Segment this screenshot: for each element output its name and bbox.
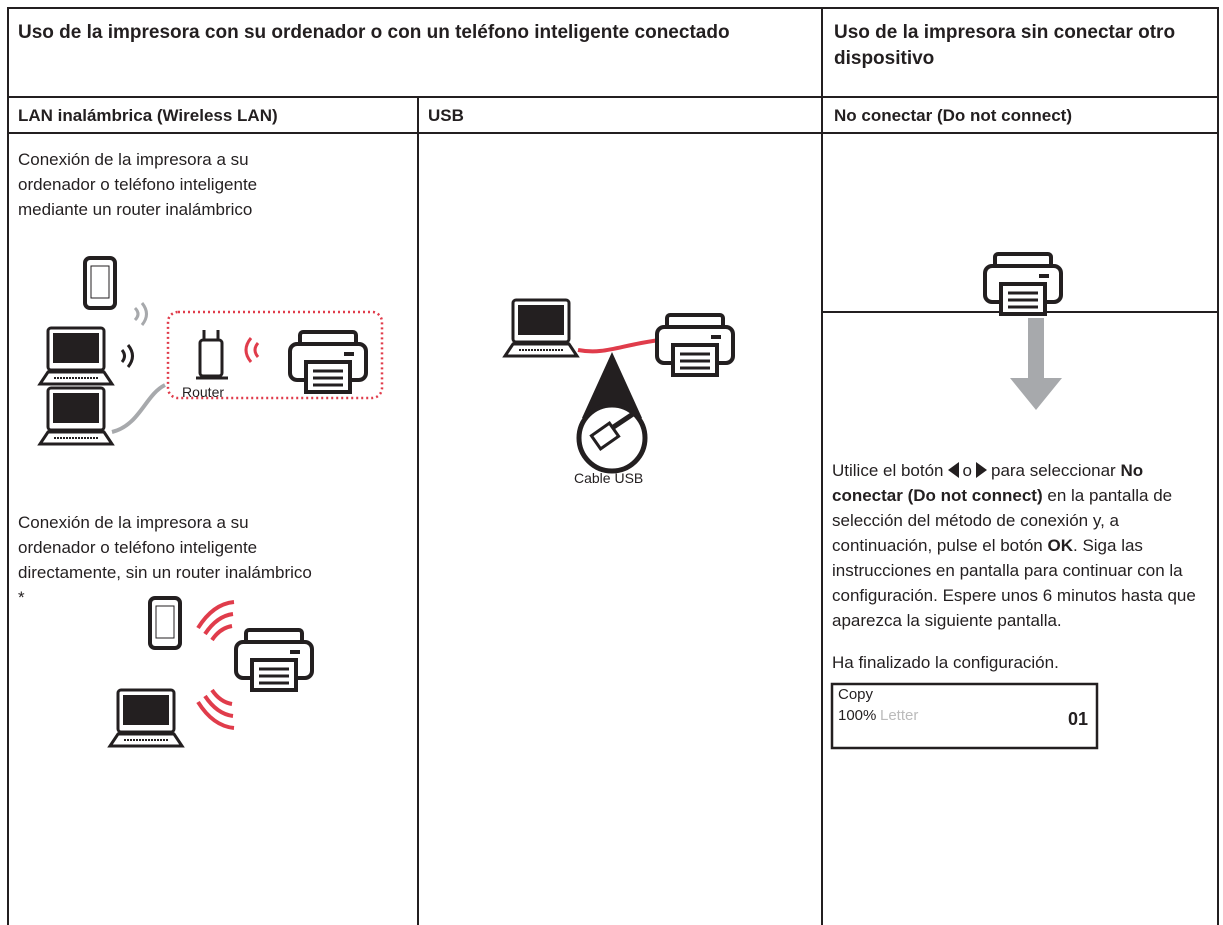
down-arrow — [1010, 318, 1062, 410]
header-standalone: Uso de la impresora sin conectar otro di… — [834, 22, 1176, 69]
usb-diagram — [503, 298, 735, 474]
column-title: LAN inalámbrica (Wireless LAN) — [18, 106, 278, 125]
lcd-mode: Copy — [838, 686, 874, 703]
wireless-router-diagram — [38, 256, 384, 446]
lcd-copies: 01 — [1068, 709, 1089, 729]
text: o — [962, 461, 972, 480]
wireless-intro: Conexión de la impresora a su ordenador … — [18, 150, 258, 219]
text: para seleccionar — [990, 461, 1116, 480]
router-label: Router — [182, 384, 225, 400]
text: en la pantalla de selección del método d… — [832, 486, 1173, 555]
lcd-screen — [830, 682, 1099, 750]
lcd-paper: Letter — [880, 707, 919, 724]
column-title: No conectar (Do not connect) — [834, 106, 1073, 125]
usb-cable-label: Cable USB — [574, 470, 644, 486]
text: . Siga las instrucciones en pantalla par… — [832, 536, 1196, 630]
column-title: USB — [428, 106, 464, 125]
bold-text: No conectar (Do not connect) — [832, 461, 1144, 505]
lcd-zoom: 100% — [838, 707, 877, 724]
header-connected: Uso de la impresora con su ordenador o c… — [18, 22, 730, 43]
wireless-direct-diagram — [108, 596, 314, 748]
text: Utilice el botón — [832, 461, 944, 480]
wireless-direct: Conexión de la impresora a su ordenador … — [18, 513, 312, 607]
done-text: Ha finalizado la configuración. — [832, 653, 1059, 672]
printer-icon — [983, 252, 1063, 316]
bold-text: OK — [1047, 536, 1074, 555]
instruction: Utilice el botón o para seleccionar No con… — [832, 458, 1212, 633]
